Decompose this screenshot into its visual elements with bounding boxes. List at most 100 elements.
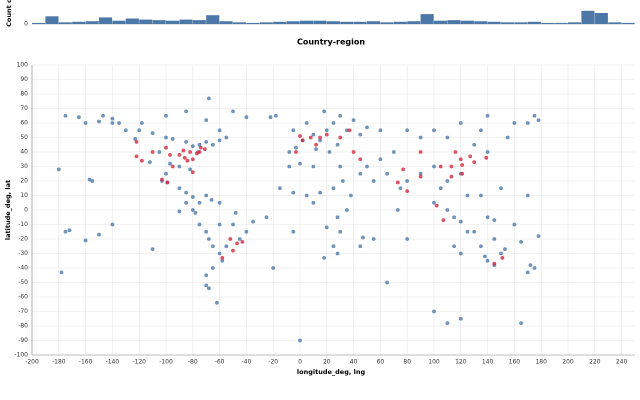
point [211,244,215,249]
point [148,160,152,165]
point [452,215,456,220]
point [204,273,209,278]
point [164,135,168,140]
point [311,164,316,169]
hist-bar [407,21,421,24]
point [358,171,363,176]
point [150,247,155,252]
point [197,142,202,147]
hist-bar [527,21,541,24]
point [472,142,477,147]
point [217,251,222,256]
point [291,229,296,234]
x-tick-label: 140 [482,359,494,366]
hist-bar [420,14,434,24]
hist-bar [541,22,555,24]
y-tick-label: -70 [18,308,28,315]
point [291,128,296,133]
point [204,283,209,288]
point [190,208,195,212]
hist-y-tick-label: 0 [24,21,28,28]
point [251,219,256,224]
point [385,280,389,285]
point [168,161,172,166]
point [304,121,309,125]
hist-bar [487,21,501,24]
point [164,113,168,118]
point [110,222,115,227]
point [398,186,403,191]
point [385,171,389,176]
hist-bar [380,22,394,24]
point [405,179,410,183]
point [485,150,490,154]
hist-bar [233,22,247,24]
point [331,244,336,249]
x-tick-label: 180 [535,359,547,366]
point [177,164,182,169]
point [268,115,273,120]
point [479,128,483,133]
point [432,200,436,205]
x-tick-label: -200 [25,359,39,366]
point [206,286,211,291]
point [465,229,470,234]
point [358,244,363,249]
point [198,145,203,150]
point [211,142,215,147]
point [177,209,182,214]
hist-bar [434,20,448,24]
point [56,167,61,172]
hist-bar [313,20,327,24]
point [485,215,490,220]
point [190,157,195,162]
point [418,135,423,140]
x-tick-label: -60 [215,359,225,366]
point [405,128,410,133]
hist-bar [112,20,126,24]
point [184,139,189,144]
point [331,121,336,125]
point [278,186,282,191]
point [193,211,198,215]
hist-bar [125,18,139,24]
point [358,132,363,137]
point [441,218,446,223]
point [137,128,142,133]
point [211,266,215,270]
point [458,219,463,224]
point [294,145,298,150]
point [228,237,233,241]
hist-bar [594,13,608,24]
point [458,121,463,125]
point [536,118,541,122]
point [139,121,144,125]
point [472,229,477,234]
point [458,157,463,162]
hist-bar [300,20,314,24]
hist-bar [514,22,528,24]
point [300,138,305,143]
point [224,135,229,140]
point [209,197,214,202]
y-axis-label: latitude_deg, lat [4,180,12,240]
y-tick-label: 50 [20,134,28,141]
hist-bar [501,22,515,24]
y-tick-label: 100 [17,62,29,69]
point [401,167,406,172]
point [224,244,229,249]
point [233,211,238,215]
point [499,186,503,191]
point [324,132,329,137]
point [499,251,503,256]
point [536,234,541,239]
hist-bar [58,22,72,24]
point [150,131,155,136]
point [351,150,356,154]
x-tick-label: 0 [298,359,302,366]
point [345,128,349,133]
x-tick-label: 20 [323,359,331,366]
hist-bar [246,22,260,24]
point [438,164,443,169]
point [157,150,162,154]
